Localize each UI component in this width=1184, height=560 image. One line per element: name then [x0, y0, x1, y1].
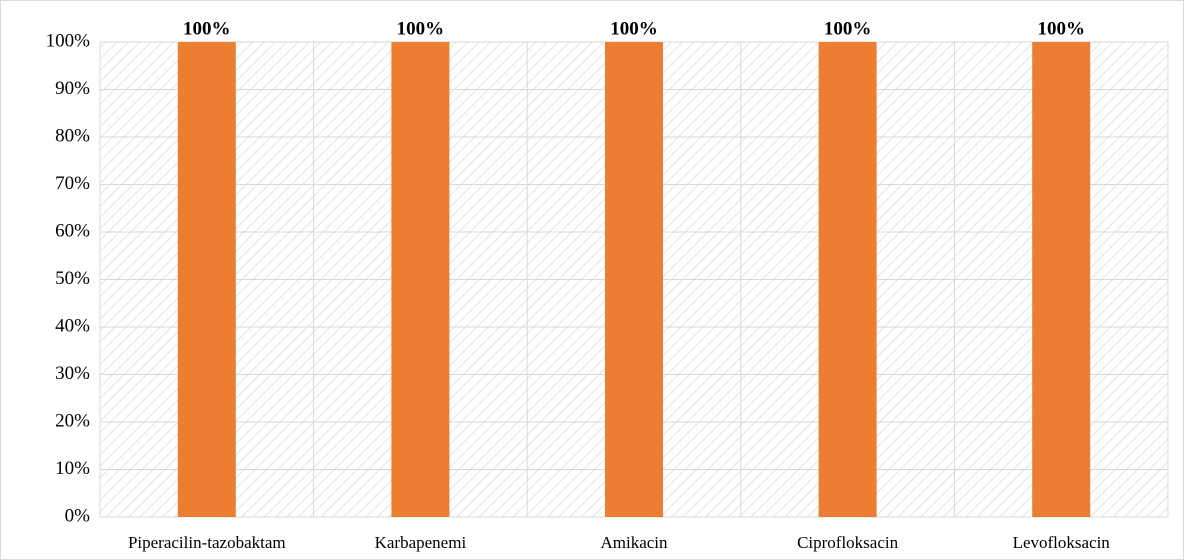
data-label: 100% — [1037, 18, 1085, 39]
y-tick-label: 80% — [55, 125, 90, 146]
data-label: 100% — [610, 18, 658, 39]
bar — [177, 42, 236, 517]
bar — [391, 42, 450, 517]
y-tick-label: 90% — [55, 78, 90, 99]
y-tick-label: 70% — [55, 173, 90, 194]
bar — [605, 42, 663, 517]
data-label: 100% — [824, 18, 872, 39]
x-tick-label: Amikacin — [600, 533, 668, 552]
y-tick-label: 100% — [46, 30, 91, 51]
bar — [1032, 42, 1091, 517]
x-tick-label: Piperacilin-tazobaktam — [128, 533, 286, 552]
data-label: 100% — [183, 18, 231, 39]
y-tick-label: 0% — [65, 505, 91, 526]
x-tick-label: Karbapenemi — [375, 533, 467, 552]
y-tick-label: 20% — [55, 410, 90, 431]
y-tick-label: 10% — [55, 458, 90, 479]
data-label: 100% — [397, 18, 445, 39]
y-tick-label: 40% — [55, 315, 90, 336]
y-tick-label: 50% — [55, 268, 90, 289]
x-tick-label: Ciprofloksacin — [797, 533, 899, 552]
y-tick-label: 30% — [55, 363, 90, 384]
bar — [818, 42, 877, 517]
x-tick-label: Levofloksacin — [1013, 533, 1111, 552]
y-tick-label: 60% — [55, 220, 90, 241]
